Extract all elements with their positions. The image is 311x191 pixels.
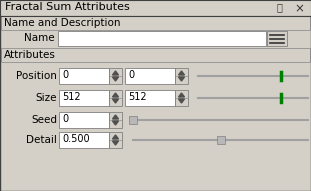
Text: Detail: Detail (26, 135, 57, 145)
Bar (1, 16, 310, 30)
Polygon shape (113, 115, 118, 119)
Text: Name: Name (24, 33, 55, 43)
Text: 512: 512 (62, 92, 81, 102)
Text: Attributes: Attributes (4, 50, 56, 60)
Text: 0: 0 (62, 114, 68, 124)
Bar (109, 68, 122, 84)
Bar (125, 68, 175, 84)
Text: ⎗: ⎗ (277, 2, 283, 12)
Bar (109, 90, 122, 106)
Bar (267, 31, 287, 46)
Bar (59, 112, 109, 128)
Text: 0: 0 (62, 70, 68, 80)
Polygon shape (113, 77, 118, 81)
Text: 512: 512 (128, 92, 146, 102)
Polygon shape (179, 99, 184, 103)
Bar (58, 31, 266, 46)
Polygon shape (113, 99, 118, 103)
Text: Name and Description: Name and Description (4, 18, 120, 28)
Polygon shape (179, 71, 184, 75)
Text: 0.500: 0.500 (62, 134, 90, 144)
Bar (129, 116, 137, 124)
Bar (125, 90, 175, 106)
Bar (109, 132, 122, 148)
Polygon shape (113, 141, 118, 145)
Bar (1, 48, 310, 62)
Bar (0, 0, 311, 16)
Text: Fractal Sum Attributes: Fractal Sum Attributes (5, 2, 130, 12)
Bar (216, 136, 225, 144)
Text: Size: Size (35, 93, 57, 103)
Polygon shape (113, 71, 118, 75)
Polygon shape (179, 93, 184, 97)
Text: 0: 0 (128, 70, 134, 80)
Polygon shape (113, 135, 118, 139)
Bar (175, 90, 188, 106)
Bar (109, 112, 122, 128)
Polygon shape (179, 77, 184, 81)
Bar (59, 90, 109, 106)
Text: ×: × (294, 2, 304, 15)
Text: Position: Position (16, 71, 57, 81)
Text: Seed: Seed (31, 115, 57, 125)
Bar (59, 132, 109, 148)
Bar (175, 68, 188, 84)
Polygon shape (113, 93, 118, 97)
Polygon shape (113, 121, 118, 125)
Bar (59, 68, 109, 84)
